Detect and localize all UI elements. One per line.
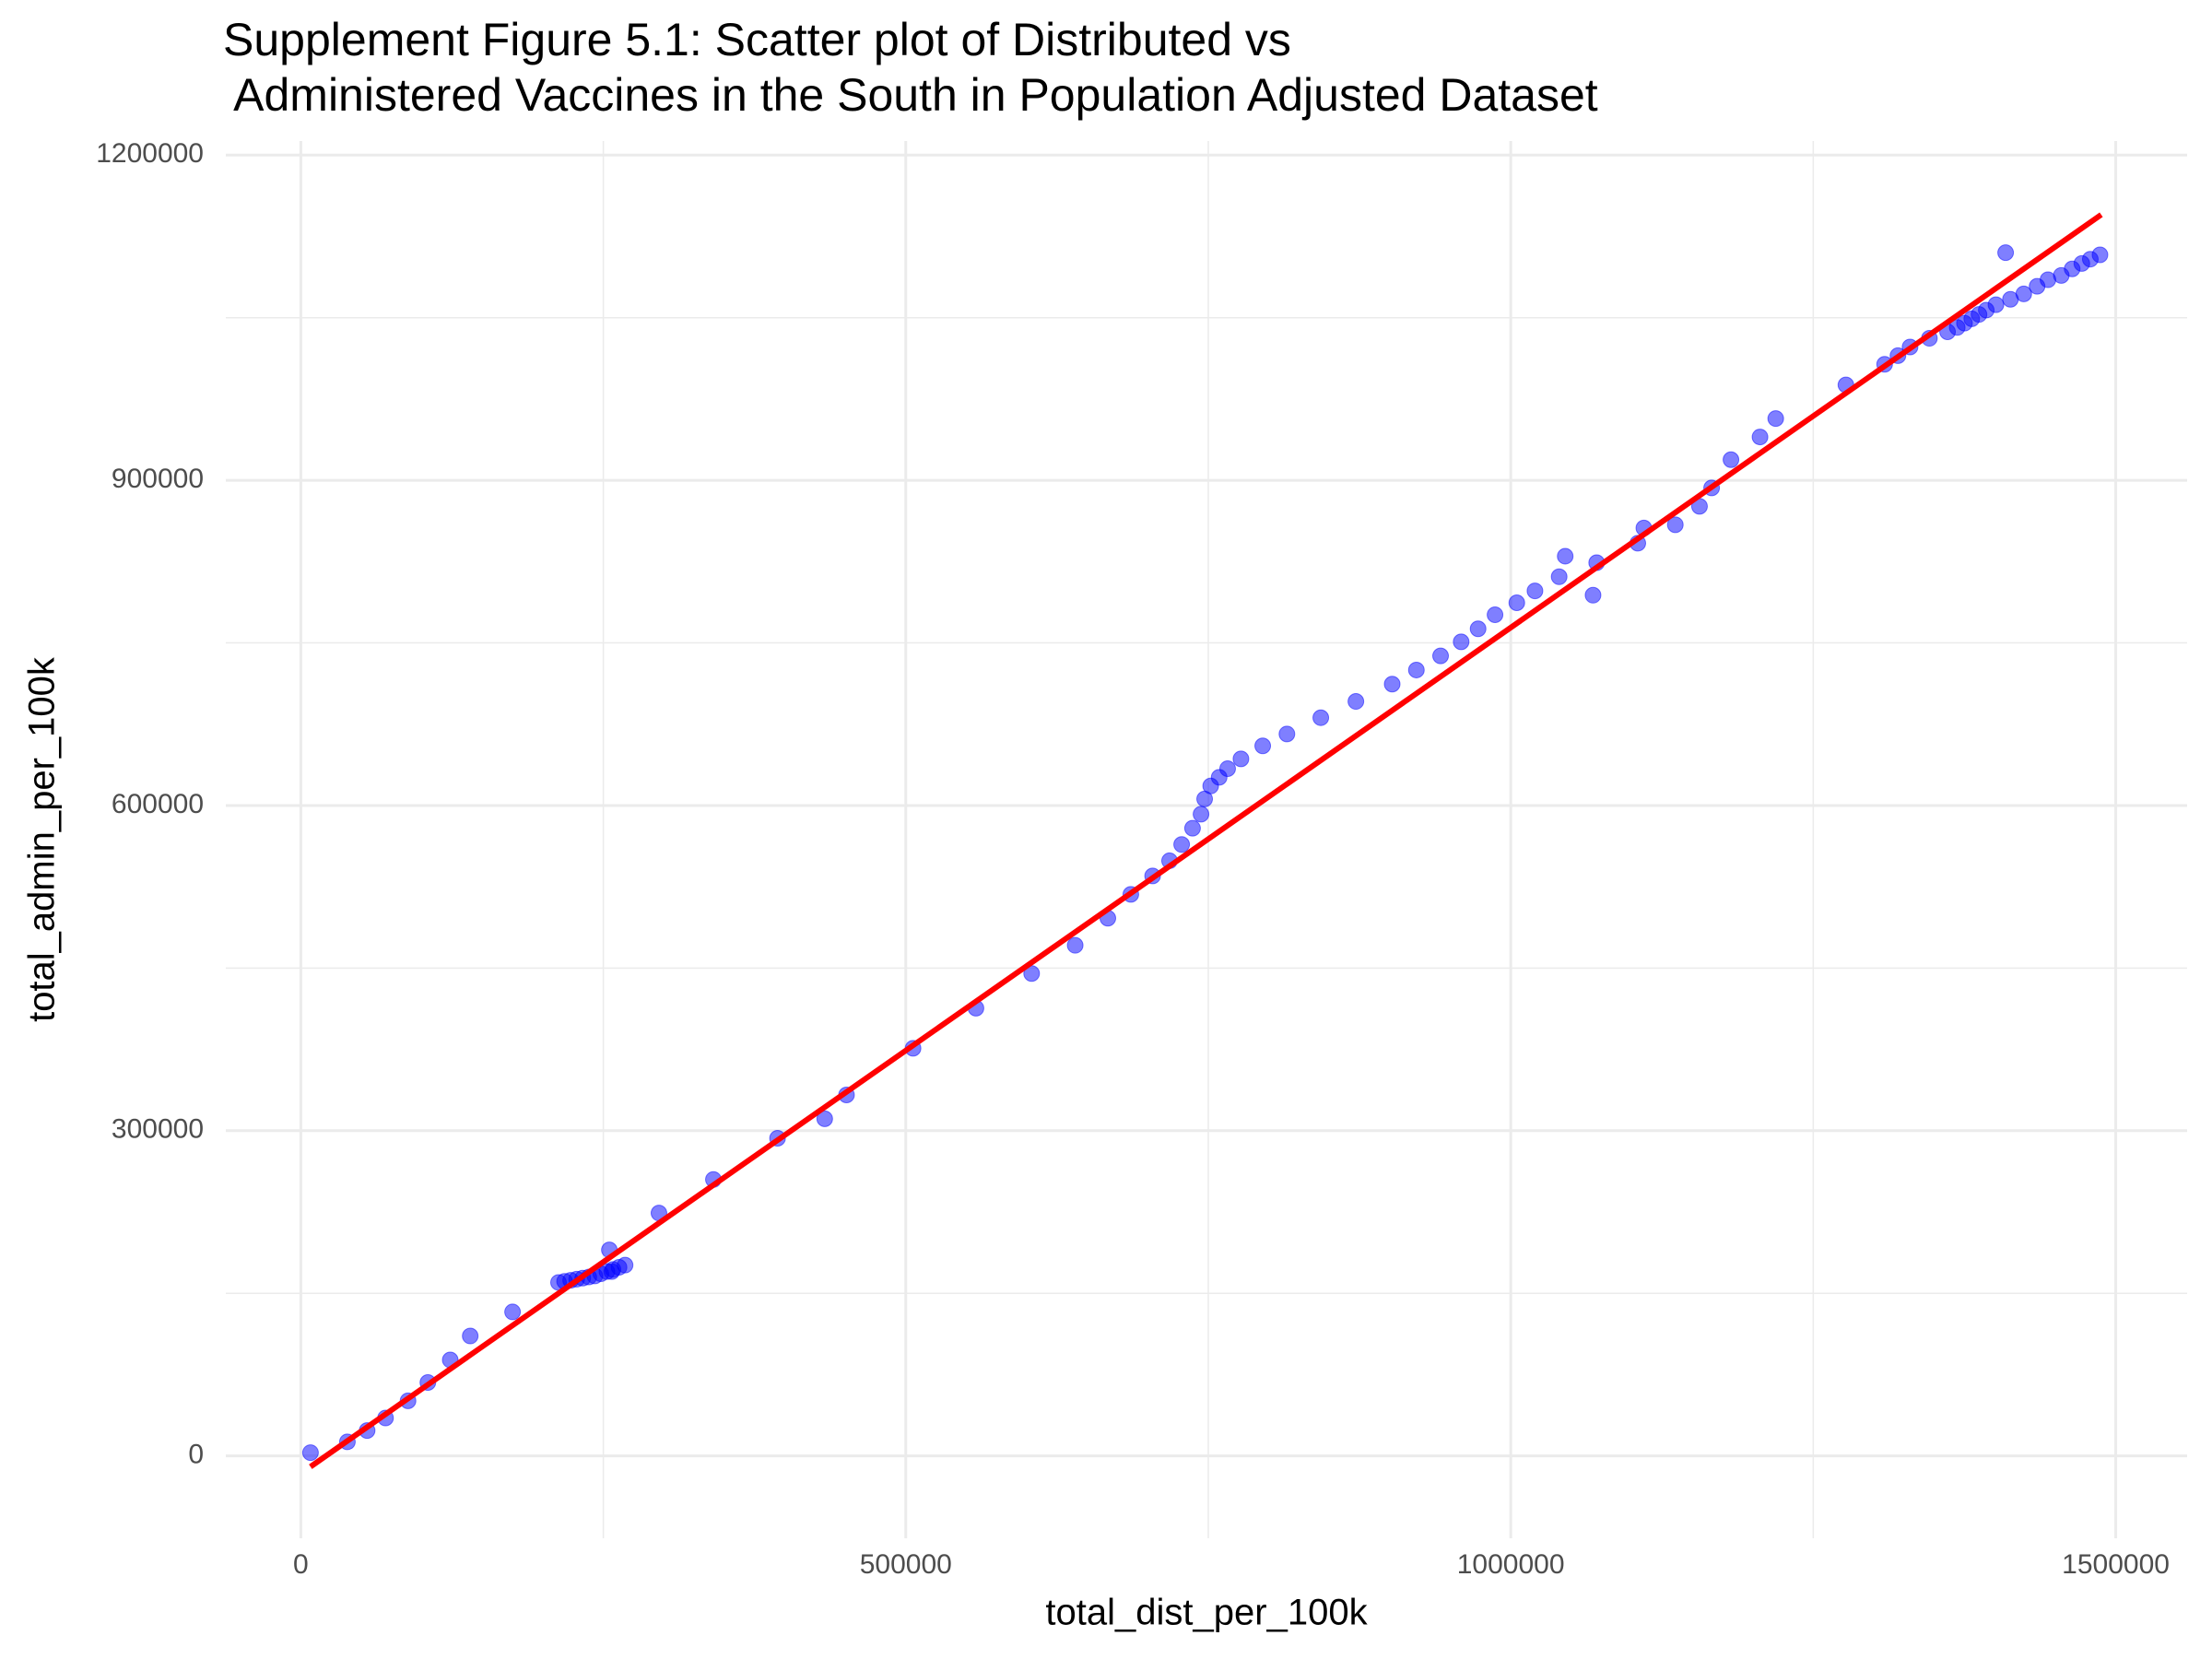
point (1666, 516, 1684, 534)
point (1383, 676, 1401, 693)
point (617, 1256, 634, 1274)
point (1550, 568, 1568, 585)
point (1347, 693, 1365, 711)
point (1254, 737, 1272, 755)
point (1487, 606, 1504, 623)
point (1987, 296, 2005, 313)
point (301, 1444, 319, 1462)
x-tick-label: 1500000 (2062, 1549, 2170, 1580)
point (1469, 620, 1487, 638)
point (1173, 836, 1191, 853)
point (1183, 819, 1201, 837)
y-tick-label: 1200000 (96, 138, 204, 169)
chart-title: Supplement Figure 5.1: Scatter plot of D… (223, 14, 1291, 65)
chart-title: Administered Vaccines in the South in Po… (223, 69, 1598, 121)
trend-line (309, 212, 2103, 1469)
y-tick-label: 900000 (112, 464, 204, 494)
x-tick-label: 0 (293, 1549, 309, 1580)
y-axis-title: total_admin_per_100k (22, 656, 63, 1022)
point (1526, 582, 1544, 600)
x-tick-label: 500000 (860, 1549, 952, 1580)
point (1508, 594, 1525, 612)
point (1767, 410, 1784, 428)
point (2015, 285, 2032, 302)
point (1218, 759, 1236, 777)
point (2091, 246, 2109, 264)
point (1407, 661, 1425, 678)
point (1584, 586, 1602, 604)
point (1997, 244, 2015, 262)
x-axis-title: total_dist_per_100k (1045, 1593, 1368, 1633)
point (1278, 725, 1296, 743)
point (1232, 750, 1250, 768)
x-tick-label: 1000000 (1457, 1549, 1565, 1580)
point (504, 1303, 522, 1321)
point (1432, 647, 1450, 665)
point (1723, 451, 1740, 468)
point (1312, 709, 1330, 726)
point (1751, 429, 1769, 446)
point (1066, 936, 1084, 954)
point (1193, 806, 1210, 823)
point (1453, 633, 1470, 651)
point (1557, 547, 1574, 565)
y-tick-label: 300000 (112, 1114, 204, 1145)
point (816, 1110, 833, 1127)
point (462, 1327, 479, 1345)
y-tick-label: 600000 (112, 789, 204, 819)
y-tick-label: 0 (188, 1440, 204, 1470)
